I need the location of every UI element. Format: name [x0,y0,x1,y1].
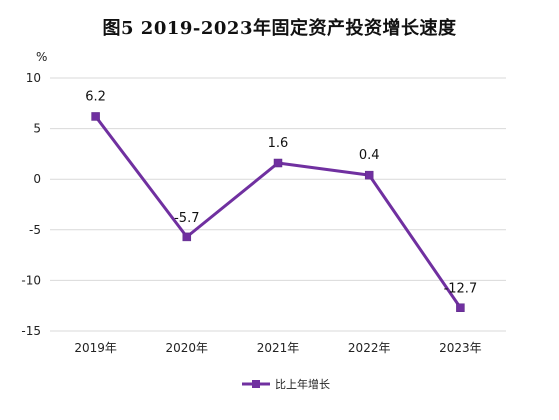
data-point-marker [456,303,465,312]
x-tick-label: 2019年 [74,341,117,355]
x-tick-label: 2021年 [257,341,300,355]
y-tick-label: 0 [33,172,41,186]
data-label: 0.4 [359,148,380,163]
data-point-marker [273,158,283,168]
data-label: 6.2 [85,89,106,104]
y-tick-label: -10 [21,273,41,287]
data-point-marker [91,112,100,121]
data-labels: 6.2 -5.7 1.6 0.4 -12.7 [85,89,477,296]
data-point-marker [182,232,192,242]
data-point-marker [364,170,374,180]
y-axis-label: % [36,50,47,64]
gridlines [50,77,506,332]
x-tick-label: 2022年 [348,341,391,355]
legend-marker [252,380,260,388]
legend: 比上年增长 [242,377,330,391]
data-label: 1.6 [268,136,289,151]
data-label: -12.7 [444,282,478,297]
data-label: -5.7 [174,211,199,226]
series-layer [91,112,465,312]
x-tick-label: 2023年 [439,341,482,355]
axes: 10 5 0 -5 -10 -15% 2019年 2020年 2021年 2022年 2023年 [21,50,481,355]
y-tick-label: 10 [26,71,41,85]
x-tick-label: 2020年 [166,341,209,355]
y-tick-label: -5 [29,223,41,237]
chart-title: 图5 2019-2023年固定资产投资增长速度 [102,18,457,39]
y-tick-label: 5 [33,122,41,136]
legend-label: 比上年增长 [275,377,330,391]
y-tick-label: -15 [21,324,41,338]
